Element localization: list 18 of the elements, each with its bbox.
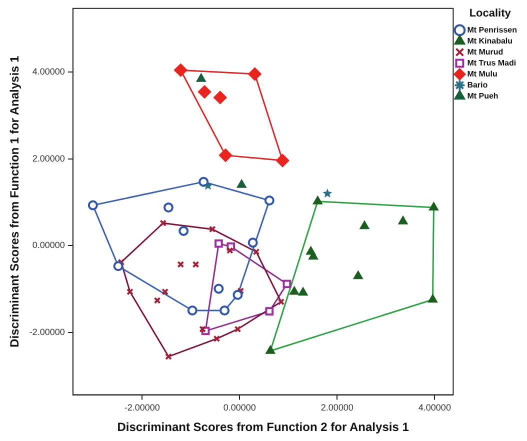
- legend-label: Bario: [467, 80, 488, 90]
- y-tick-label: -2.00000: [29, 327, 65, 338]
- legend-label: Mt Trus Madi: [467, 58, 516, 68]
- y-tick-label: 2.00000: [32, 153, 65, 164]
- legend-label: Mt Kinabalu: [467, 36, 513, 46]
- x-tick-label: 0.00000: [223, 402, 256, 413]
- x-tick-label: 4.00000: [418, 402, 451, 413]
- x-tick-label: -2.00000: [124, 402, 160, 413]
- x-axis-title: Discriminant Scores from Function 2 for Analysis 1: [117, 420, 410, 434]
- legend-title: Locality: [469, 8, 512, 20]
- legend-label: Mt Mulu: [467, 69, 498, 78]
- legend-label: Mt Penrissen: [467, 25, 518, 34]
- legend-label: Mt Pueh: [467, 91, 498, 100]
- legend-label: Mt Murud: [467, 47, 504, 56]
- y-tick-label: 4.00000: [32, 66, 65, 76]
- y-axis-title: Discriminant Scores from Function 1 for Analysis 1: [8, 55, 22, 348]
- y-tick-label: 0.00000: [32, 240, 65, 250]
- x-tick-label: 2.00000: [320, 402, 354, 413]
